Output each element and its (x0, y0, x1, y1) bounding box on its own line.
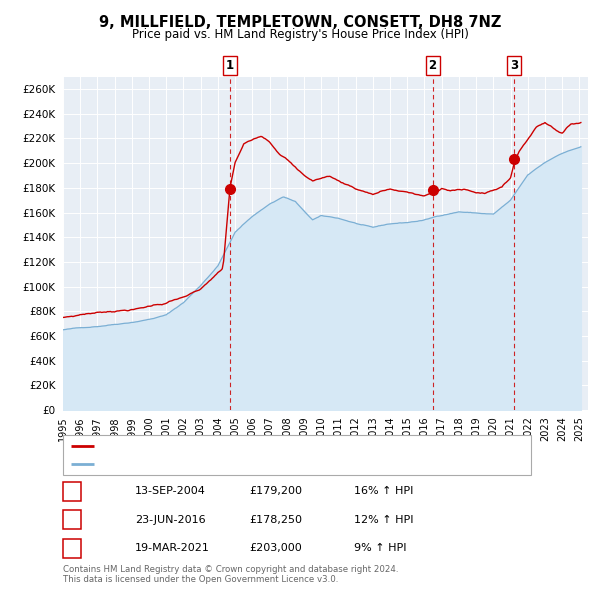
Text: 9, MILLFIELD, TEMPLETOWN, CONSETT, DH8 7NZ: 9, MILLFIELD, TEMPLETOWN, CONSETT, DH8 7… (99, 15, 501, 30)
Text: £179,200: £179,200 (249, 487, 302, 496)
Text: 2: 2 (428, 58, 437, 72)
Text: 23-JUN-2016: 23-JUN-2016 (135, 515, 206, 525)
Text: Contains HM Land Registry data © Crown copyright and database right 2024.: Contains HM Land Registry data © Crown c… (63, 565, 398, 574)
Text: 12% ↑ HPI: 12% ↑ HPI (354, 515, 413, 525)
Text: 13-SEP-2004: 13-SEP-2004 (135, 487, 206, 496)
Text: 3: 3 (68, 542, 76, 555)
Text: This data is licensed under the Open Government Licence v3.0.: This data is licensed under the Open Gov… (63, 575, 338, 584)
Text: 3: 3 (510, 58, 518, 72)
Text: 1: 1 (226, 58, 234, 72)
Text: £178,250: £178,250 (249, 515, 302, 525)
Text: 9, MILLFIELD, TEMPLETOWN, CONSETT, DH8 7NZ (detached house): 9, MILLFIELD, TEMPLETOWN, CONSETT, DH8 7… (99, 441, 434, 451)
Text: 19-MAR-2021: 19-MAR-2021 (135, 543, 210, 553)
Text: HPI: Average price, detached house, County Durham: HPI: Average price, detached house, Coun… (99, 459, 362, 469)
Text: Price paid vs. HM Land Registry's House Price Index (HPI): Price paid vs. HM Land Registry's House … (131, 28, 469, 41)
Text: 2: 2 (68, 513, 76, 526)
Text: 16% ↑ HPI: 16% ↑ HPI (354, 487, 413, 496)
Text: 1: 1 (68, 485, 76, 498)
Text: £203,000: £203,000 (249, 543, 302, 553)
Text: 9% ↑ HPI: 9% ↑ HPI (354, 543, 407, 553)
